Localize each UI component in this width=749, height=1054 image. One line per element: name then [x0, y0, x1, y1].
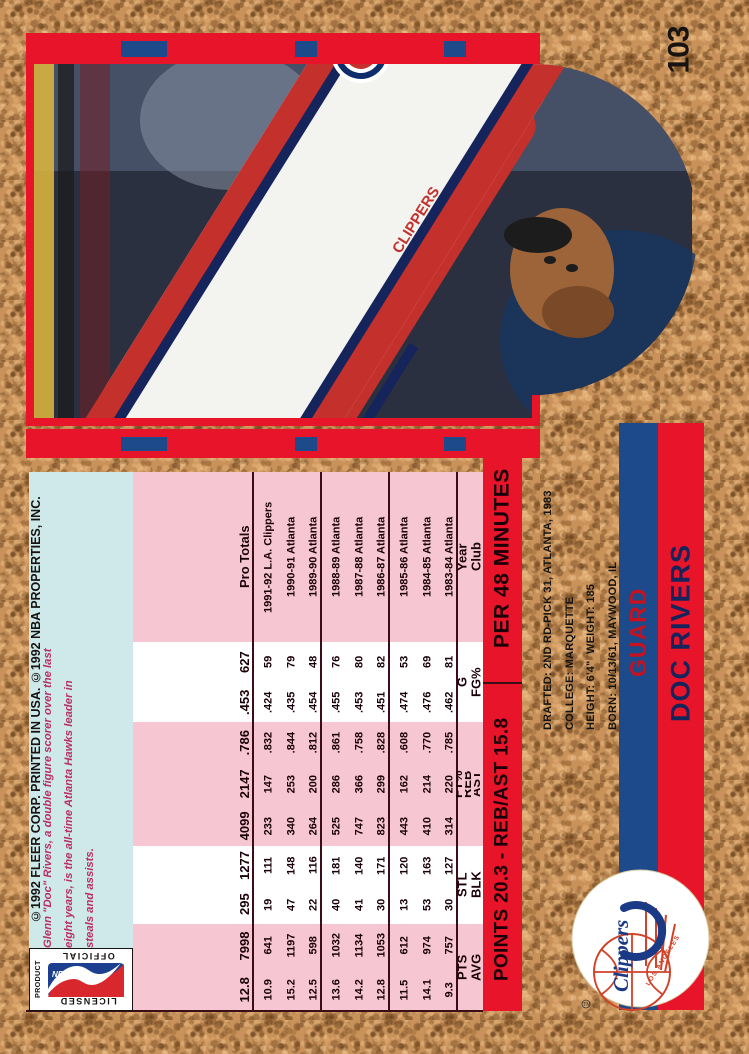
- svg-text:NBA: NBA: [52, 970, 70, 979]
